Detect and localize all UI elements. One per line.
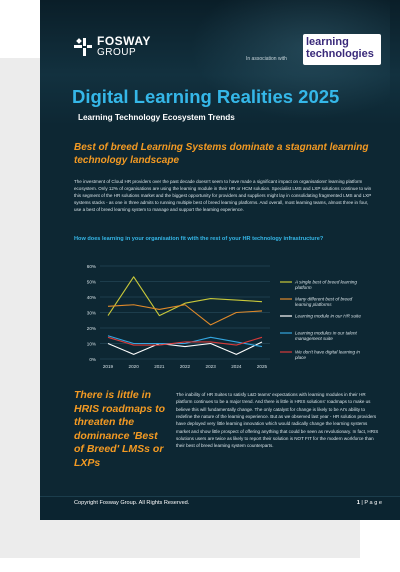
chart-question: How does learning in your organisation f… — [74, 236, 324, 242]
x-tick-label: 2024 — [231, 364, 242, 369]
brand-name: FOSWAY — [97, 34, 151, 48]
page-number: 1 | P a g e — [356, 500, 382, 506]
x-tick-label: 2020 — [129, 364, 140, 369]
fosway-logo: FOSWAY GROUP — [74, 34, 151, 58]
legend-label: We don't have digital learning in place — [294, 350, 360, 361]
x-tick-label: 2025 — [257, 364, 268, 369]
y-tick-label: 20% — [87, 326, 96, 331]
section2-body: The inability of HR Suites to satisfy L&… — [176, 392, 379, 449]
series-line — [107, 341, 263, 355]
section1-heading: Best of breed Learning Systems dominate … — [74, 142, 369, 166]
x-tick-label: 2022 — [180, 364, 191, 369]
legend-label: Learning module in our HR suite — [295, 314, 361, 319]
y-tick-label: 40% — [87, 295, 96, 300]
y-tick-label: 0% — [89, 357, 96, 362]
legend-label: Many different best of breed learning pla… — [295, 297, 353, 308]
series-line — [107, 304, 263, 326]
fosway-mark-icon — [74, 38, 92, 56]
association-text: In association with — [246, 56, 287, 62]
copyright-text: Copyright Fosway Group. All Rights Reser… — [74, 500, 190, 506]
report-title: Digital Learning Realities 2025 — [72, 86, 340, 107]
page-footer: Copyright Fosway Group. All Rights Reser… — [40, 496, 400, 520]
brand-subname: GROUP — [97, 47, 137, 58]
section2-heading: There is little in HRIS roadmaps to thre… — [74, 389, 166, 469]
series-line — [107, 336, 263, 346]
x-tick-label: 2019 — [103, 364, 114, 369]
y-tick-label: 30% — [87, 310, 96, 315]
y-tick-label: 10% — [87, 341, 96, 346]
y-tick-label: 50% — [87, 279, 96, 284]
x-tick-label: 2023 — [206, 364, 217, 369]
legend-label: A single best of breed learning platform — [294, 280, 357, 291]
legend-label: Learning modules in our talent management… — [295, 331, 358, 342]
report-subtitle: Learning Technology Ecosystem Trends — [78, 113, 235, 122]
series-line — [107, 276, 263, 317]
series-line — [107, 335, 263, 348]
y-tick-label: 60% — [87, 264, 96, 269]
learning-technologies-logo: learning technologies — [303, 34, 381, 65]
x-tick-label: 2021 — [154, 364, 165, 369]
section1-body: The investment of Cloud HR providers ove… — [74, 179, 372, 213]
document-page: FOSWAY GROUP In association with learnin… — [40, 0, 400, 520]
line-chart: 0% 10% 20% 30% 40% 50% 60% 2019 2020 2021 2022 2023… — [87, 264, 362, 369]
